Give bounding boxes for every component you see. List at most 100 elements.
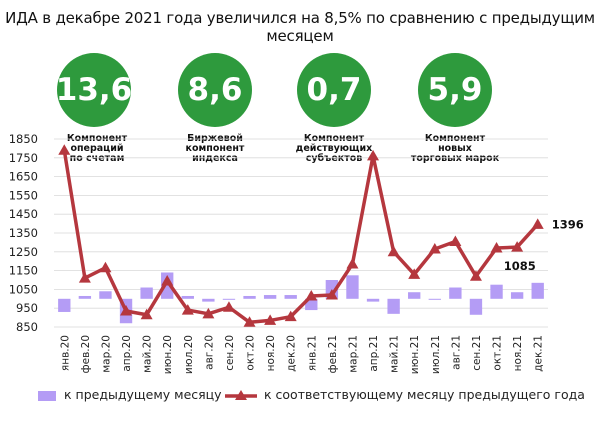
y-tick-label: 1750 — [9, 151, 38, 165]
kpi-label-entities: Компонент действующих субъектов — [295, 133, 373, 164]
kpi-value-entities: 0,7 — [306, 72, 362, 108]
x-tick-label: мар.21 — [347, 335, 359, 373]
x-tick-label: июл.20 — [183, 335, 195, 374]
bar — [387, 298, 400, 314]
y-tick-label: 1350 — [9, 226, 38, 240]
kpi-circle-entities: 0,7 — [297, 53, 371, 127]
x-tick-label: окт.21 — [492, 335, 504, 371]
y-tick-label: 1850 — [9, 132, 38, 146]
bar — [78, 295, 92, 299]
line-point — [202, 307, 215, 319]
line-point — [161, 274, 174, 286]
line-point — [243, 316, 256, 327]
x-tick-label: янв.21 — [306, 335, 318, 371]
bar — [346, 275, 359, 299]
y-tick-label: 1250 — [9, 245, 38, 259]
kpi-circle-accounts: 13,6 — [55, 53, 133, 127]
bar — [469, 298, 483, 315]
bar — [531, 282, 544, 299]
bar — [243, 295, 256, 299]
x-tick-label: фев.21 — [327, 335, 339, 373]
line-point — [469, 270, 482, 281]
line-point — [387, 245, 400, 257]
line-point — [78, 272, 91, 283]
bar — [202, 298, 215, 302]
chart-plot: 850 950 1050 1150 1250 1350 1450 1550 1650 1750 18… — [9, 132, 584, 374]
x-tick-label: ноя.20 — [265, 335, 277, 371]
y-tick-label: 1550 — [9, 188, 38, 202]
line-point — [511, 241, 524, 252]
line-point — [222, 301, 235, 312]
x-axis-ticks: янв.20 фев.20 мар.20 апр.20 май.20 июн.20 июл.… — [59, 335, 544, 374]
x-tick-label: дек.20 — [286, 335, 298, 372]
line-point — [99, 261, 112, 273]
x-tick-label: ноя.21 — [512, 335, 524, 371]
bar — [428, 298, 441, 300]
line-point — [284, 310, 297, 322]
kpi-value-exchange: 8,6 — [187, 72, 243, 108]
bar — [58, 298, 71, 312]
kpi-label-exchange: Биржевой компонент индекса — [185, 133, 245, 164]
bar — [408, 292, 421, 299]
bar — [366, 298, 380, 302]
legend-label-line: к соответствующему месяцу предыдущего го… — [264, 387, 585, 402]
y-tick-label: 1050 — [9, 282, 38, 296]
x-tick-label: апр.21 — [368, 335, 380, 372]
y-tick-label: 1450 — [9, 207, 38, 221]
y-axis-ticks: 850 950 1050 1150 1250 1350 1450 1550 1650 1750 18… — [9, 132, 38, 334]
y-tick-label: 950 — [16, 301, 38, 315]
x-tick-label: сен.20 — [224, 335, 236, 371]
x-tick-label: май.21 — [389, 335, 401, 373]
x-tick-label: июл.21 — [430, 335, 442, 374]
kpi-label-trademarks: Компонент новых торговых марок — [410, 133, 500, 164]
kpi-label-accounts: Компонент операций по счетам — [66, 133, 128, 164]
kpi-circle-exchange: 8,6 — [178, 53, 252, 127]
x-tick-label: сен.21 — [471, 335, 483, 371]
x-tick-label: фев.20 — [80, 335, 92, 373]
bar — [449, 287, 462, 299]
line-point — [367, 149, 380, 161]
bar — [490, 284, 503, 299]
line-point — [264, 314, 277, 325]
kpi-value-accounts: 13,6 — [55, 72, 133, 108]
bar — [99, 291, 112, 299]
legend-bar-swatch — [38, 391, 56, 401]
line-point — [428, 242, 441, 254]
bar — [305, 298, 318, 311]
line-point — [140, 308, 153, 320]
bar — [181, 295, 194, 299]
legend: к предыдущему месяцу к соответствующему … — [0, 382, 600, 412]
bar — [161, 272, 174, 299]
x-tick-label: июн.21 — [409, 335, 421, 374]
line-series — [58, 144, 544, 327]
bar — [140, 287, 153, 299]
line-point — [58, 144, 71, 155]
line-point — [346, 258, 359, 269]
bar — [263, 295, 277, 299]
y-tick-label: 1650 — [9, 170, 38, 184]
line-point — [120, 305, 133, 316]
grid-lines — [54, 138, 548, 328]
bar — [284, 295, 297, 299]
x-tick-label: янв.20 — [59, 335, 71, 371]
legend-label-bar: к предыдущему месяцу — [64, 387, 222, 402]
data-label: 1396 — [552, 217, 584, 231]
line-point — [490, 242, 503, 253]
line-point — [531, 218, 544, 229]
legend-line-swatch — [225, 390, 257, 400]
y-tick-label: 1150 — [9, 264, 38, 278]
bar — [510, 292, 524, 299]
data-labels: 1396 1085 — [504, 217, 584, 272]
line-point — [181, 304, 194, 315]
y-tick-label: 850 — [16, 320, 38, 334]
chart-title: ИДА в декабре 2021 года увеличился на 8,… — [5, 9, 595, 45]
bar — [222, 298, 236, 300]
kpi-value-trademarks: 5,9 — [427, 72, 483, 108]
x-tick-label: авг.21 — [450, 335, 462, 370]
line-point — [305, 289, 318, 301]
x-tick-label: дек.21 — [533, 335, 545, 372]
x-tick-label: окт.20 — [245, 335, 257, 371]
series-line — [62, 150, 540, 325]
x-tick-label: апр.20 — [121, 335, 133, 372]
line-point — [325, 289, 338, 300]
